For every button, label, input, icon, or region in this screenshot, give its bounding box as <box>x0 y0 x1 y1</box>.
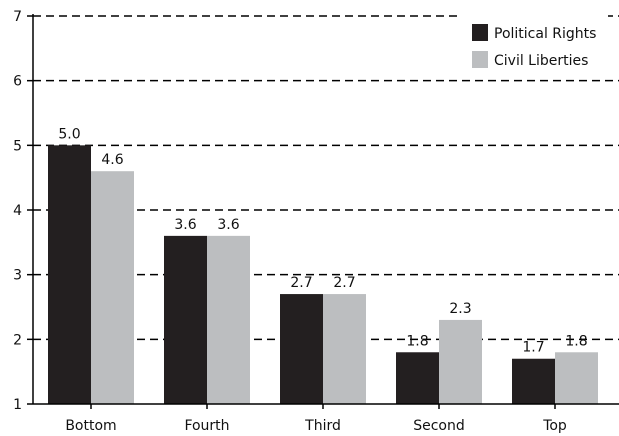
data-label: 1.8 <box>406 333 428 349</box>
bar-political-rights <box>48 145 91 405</box>
bar-political-rights <box>280 294 323 404</box>
data-label: 4.6 <box>101 152 123 168</box>
legend-label: Political Rights <box>494 26 596 42</box>
legend-swatch <box>472 51 488 68</box>
y-tick-label: 1 <box>13 397 22 413</box>
y-tick-label: 6 <box>13 74 22 90</box>
y-tick-label: 5 <box>13 138 22 154</box>
legend-swatch <box>472 24 488 41</box>
data-label: 1.8 <box>565 333 587 349</box>
data-label: 2.3 <box>449 301 471 317</box>
legend-label: Civil Liberties <box>494 53 588 69</box>
bar-civil-liberties <box>323 294 366 404</box>
x-tick-label: Top <box>542 418 567 434</box>
data-label: 2.7 <box>333 275 355 291</box>
data-label: 3.6 <box>217 217 239 233</box>
x-tick-label: Second <box>413 418 465 434</box>
bar-political-rights <box>396 352 439 404</box>
x-tick-label: Fourth <box>184 418 229 434</box>
x-axis-ticks: Bottom Fourth Third Second Top <box>65 404 567 434</box>
y-tick-label: 2 <box>13 332 22 348</box>
bar-political-rights <box>164 235 207 404</box>
y-tick-label: 7 <box>13 9 22 25</box>
bar-civil-liberties <box>555 352 598 404</box>
legend: Political Rights Civil Liberties <box>458 14 608 74</box>
data-labels: 5.0 4.6 3.6 3.6 2.7 2.7 1.8 2.3 1.7 1.8 <box>58 126 587 355</box>
data-label: 3.6 <box>174 217 196 233</box>
data-label: 1.7 <box>522 340 544 356</box>
bars <box>48 145 598 405</box>
x-tick-label: Bottom <box>65 418 116 434</box>
bar-civil-liberties <box>91 171 134 404</box>
bar-political-rights <box>512 358 555 404</box>
y-tick-label: 4 <box>13 203 22 219</box>
y-axis-ticks: 1 2 3 4 5 6 7 <box>13 9 33 413</box>
y-tick-label: 3 <box>13 268 22 284</box>
data-label: 5.0 <box>58 126 80 142</box>
bar-civil-liberties <box>439 319 482 404</box>
data-label: 2.7 <box>290 275 312 291</box>
x-tick-label: Third <box>304 418 341 434</box>
bar-civil-liberties <box>207 235 250 404</box>
